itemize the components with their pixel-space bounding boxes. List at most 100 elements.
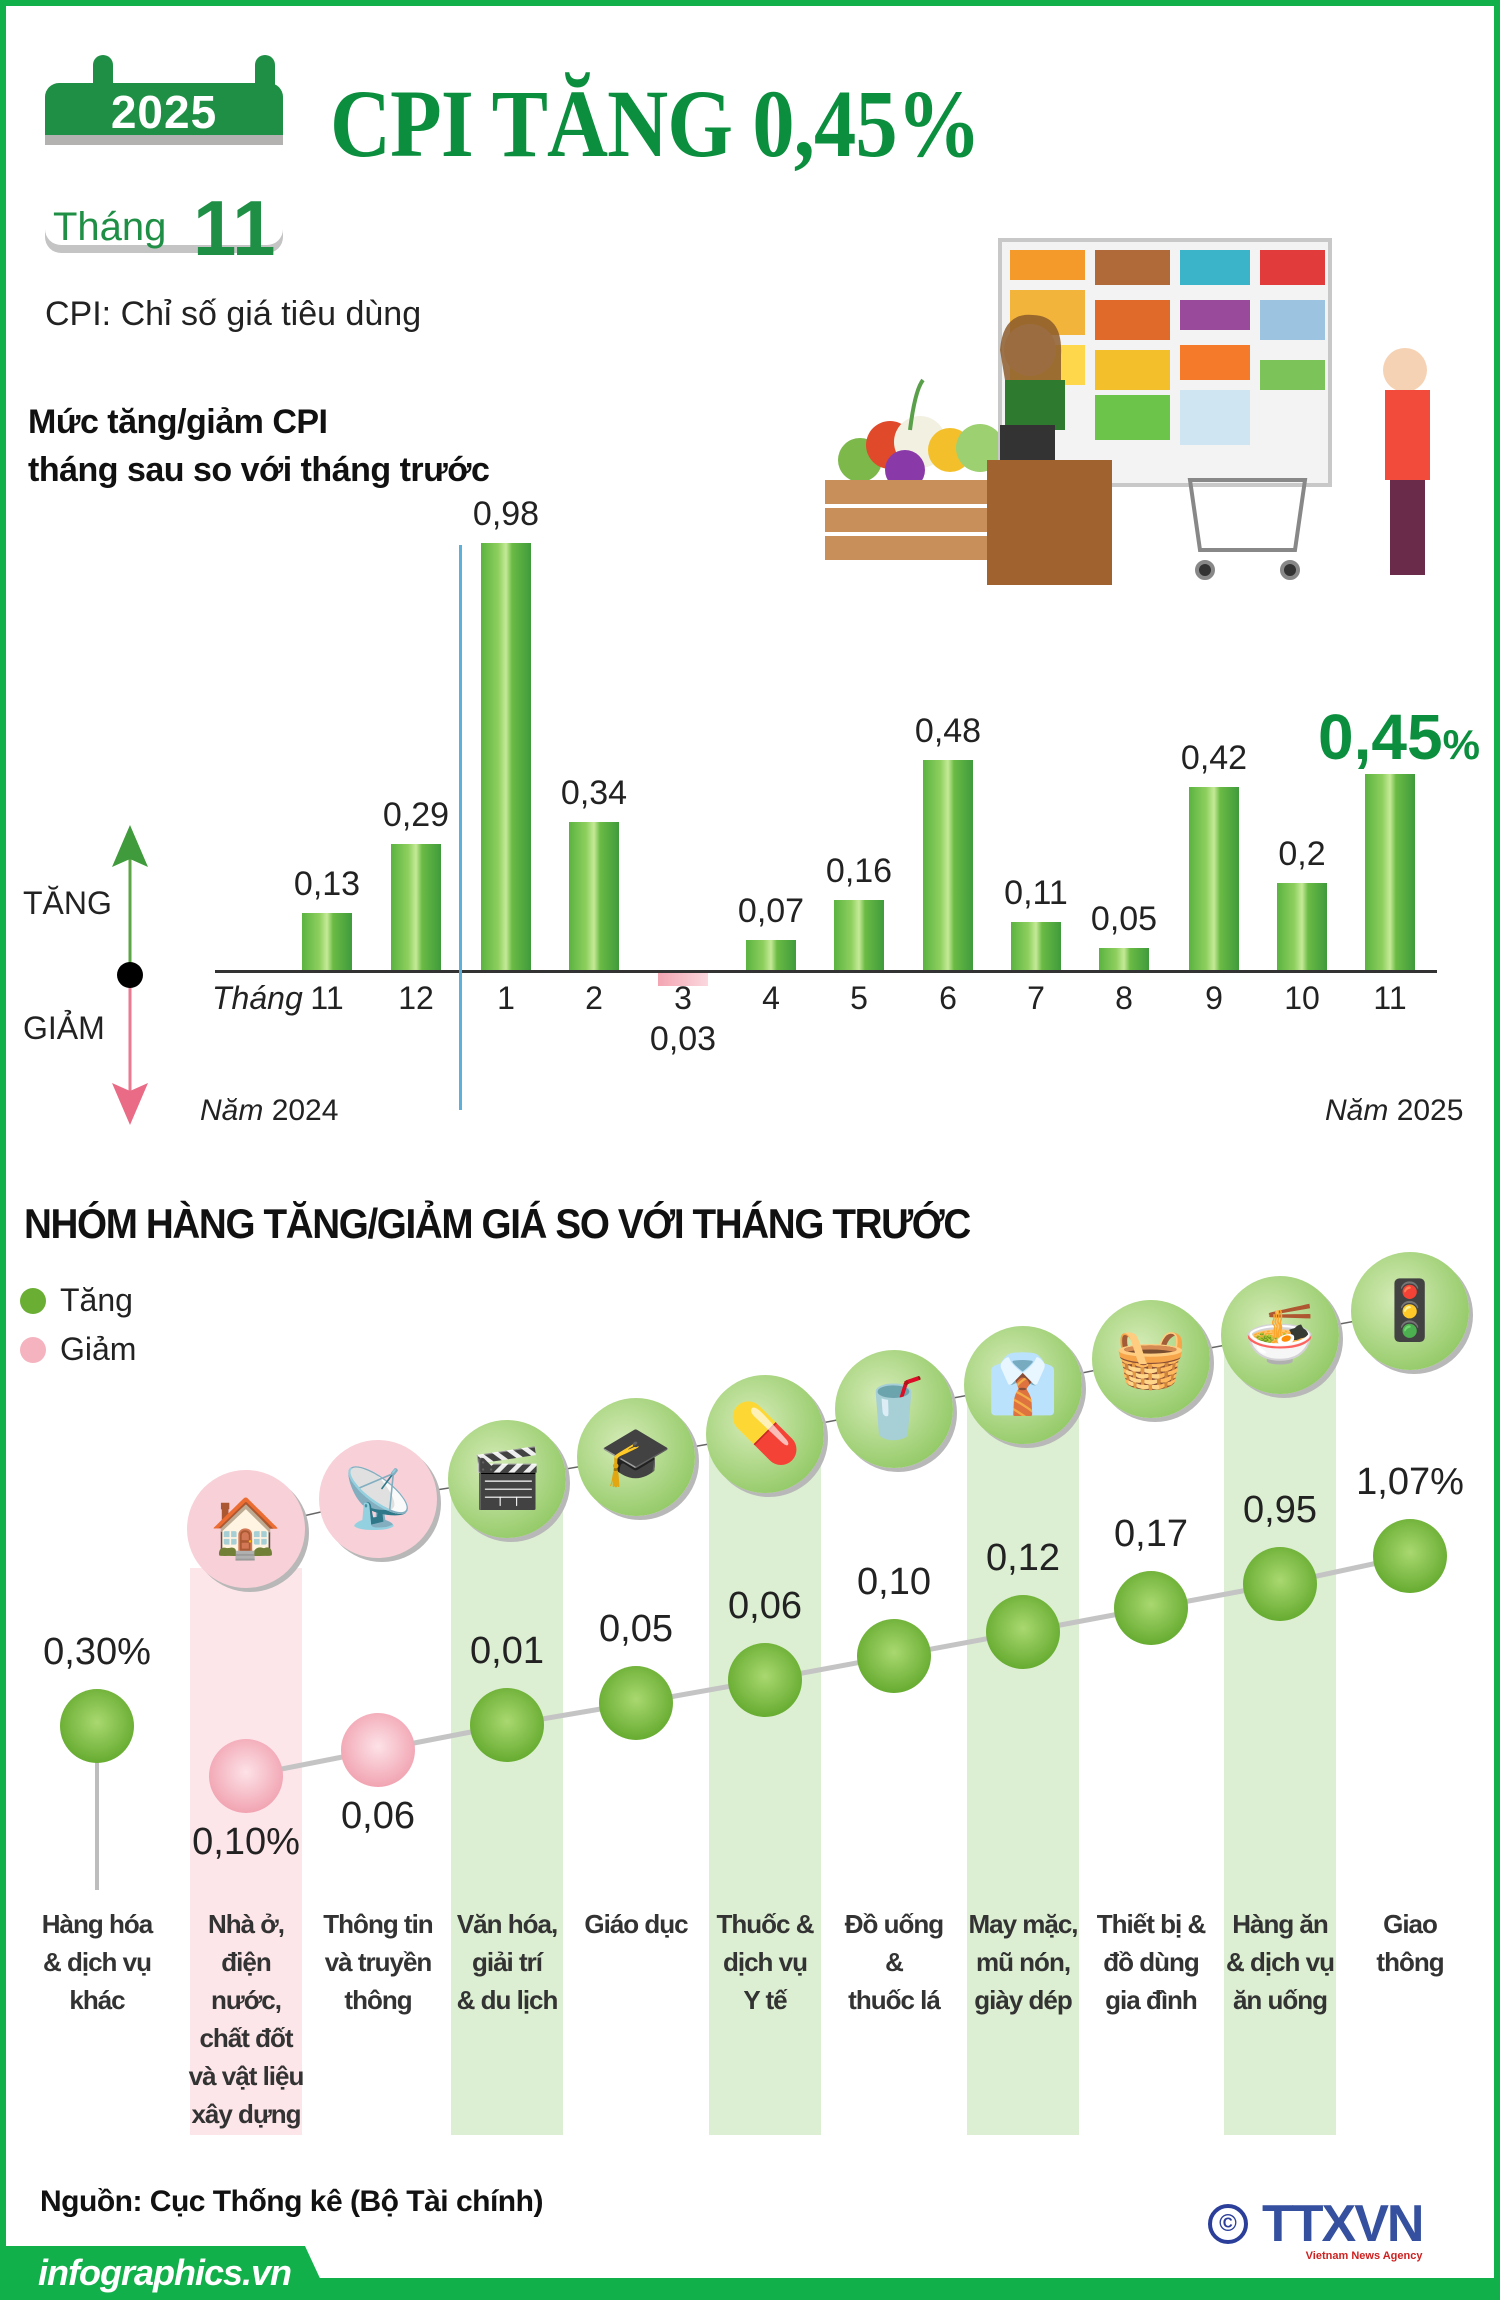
group-category-label: Thiết bị & đồ dùng gia đình — [1096, 1909, 1206, 2015]
bar-value-label: 0,42 — [1180, 739, 1248, 777]
x-tick-label: 7 — [1027, 980, 1045, 1016]
graduation-cap-icon: 🎓 — [577, 1398, 695, 1516]
highlight-value: 0,45% — [1318, 700, 1480, 774]
column-highlight — [451, 1480, 563, 2135]
year-label-2025: Năm 2025 — [1325, 1094, 1463, 1128]
value-dot — [470, 1688, 544, 1762]
bar-month-10 — [1277, 883, 1327, 970]
group-value-label: 0,01 — [470, 1630, 544, 1672]
bar-month-3 — [658, 973, 708, 986]
group-value-label: 0,05 — [599, 1608, 673, 1650]
bar-value-label: 0,11 — [1004, 874, 1068, 912]
calendar-body: Tháng 11 — [45, 145, 283, 272]
x-axis — [215, 970, 1437, 973]
bar-month-7 — [1011, 922, 1061, 970]
x-tick-label: 6 — [939, 980, 957, 1016]
shopping-cart-icon — [1187, 478, 1308, 580]
group-value-label: 0,10% — [192, 1821, 300, 1863]
column-highlight — [967, 1386, 1079, 2135]
bar-month-11 — [1365, 774, 1415, 970]
legend-label: Tăng — [60, 1282, 133, 1318]
calendar-month: 11 — [193, 184, 276, 272]
x-tick-label: 10 — [1284, 980, 1320, 1016]
column-highlight — [709, 1435, 821, 2135]
legend-decrease: Giảm — [20, 1331, 136, 1368]
bar-value-label: 0,16 — [825, 852, 893, 890]
calendar-badge: 2025 Tháng 11 — [45, 55, 283, 272]
year-divider — [459, 545, 462, 1110]
value-dot — [60, 1689, 134, 1763]
footer-bar — [0, 2278, 1500, 2300]
section-title: NHÓM HÀNG TĂNG/GIẢM GIÁ SO VỚI THÁNG TRƯ… — [24, 1200, 971, 1247]
group-category-label: Nhà ở, điện nước, chất đốt và vật liệu x… — [188, 1909, 305, 2129]
x-tick-label: 9 — [1205, 980, 1223, 1016]
group-category-label: May mặc, mũ nón, giày dép — [968, 1909, 1078, 2015]
x-tick-label: 8 — [1115, 980, 1133, 1016]
medicine-pills-icon: 💊 — [706, 1375, 824, 1493]
x-tick-label: 4 — [762, 980, 780, 1016]
group-value-label: 1,07% — [1356, 1461, 1464, 1503]
copyright-icon: © — [1208, 2204, 1248, 2244]
cinema-clapper-icon: 🎬 — [448, 1420, 566, 1538]
year-word: Năm — [1325, 1094, 1389, 1127]
bar-value-label: 0,03 — [649, 1020, 717, 1058]
year-label-2024: Năm 2024 — [200, 1094, 338, 1128]
bar-month-12 — [391, 844, 441, 970]
x-tick-label: 12 — [398, 980, 434, 1016]
legend-increase: Tăng — [20, 1282, 133, 1319]
pink-dot-icon — [20, 1336, 46, 1363]
chart-title-line: Mức tăng/giảm CPI — [28, 403, 328, 441]
x-axis-prefix: Tháng — [212, 980, 303, 1016]
calendar-year: 2025 — [110, 86, 218, 138]
page-title: CPI TĂNG 0,45% — [330, 70, 981, 177]
value-dot — [209, 1739, 283, 1813]
cashier-icon — [987, 314, 1112, 585]
value-dot — [599, 1666, 673, 1740]
value-dot — [1373, 1519, 1447, 1593]
group-category-label: Giao thông — [1376, 1909, 1444, 1977]
telecom-tower-icon: 📡 — [319, 1440, 437, 1558]
value-dot — [1114, 1571, 1188, 1645]
bar-value-label: 0,05 — [1090, 900, 1158, 938]
group-category-label: Hàng hóa & dịch vụ khác — [41, 1909, 153, 2015]
bar-month-11 — [302, 913, 352, 970]
calendar-header — [45, 83, 283, 135]
group-category-label: Giáo dục — [584, 1909, 688, 1939]
calendar-ring-icon — [255, 55, 275, 99]
logo-subtitle: Vietnam News Agency — [1305, 2250, 1423, 2262]
washing-machine-icon: 🧺 — [1092, 1300, 1210, 1418]
group-value-label: 0,17 — [1114, 1513, 1188, 1555]
bar-month-6 — [923, 760, 973, 970]
group-value-label: 0,06 — [728, 1585, 802, 1627]
decrease-label: GIẢM — [23, 1010, 105, 1046]
group-category-label: Hàng ăn & dịch vụ ăn uống — [1225, 1909, 1335, 2015]
footer-tab — [0, 2246, 330, 2300]
chart-title-line: tháng sau so với tháng trước — [28, 451, 490, 489]
group-category-label: Thông tin và truyền thông — [323, 1909, 433, 2015]
site-link[interactable]: infographics.vn — [38, 2252, 292, 2293]
x-tick-label: 1 — [497, 980, 515, 1016]
vegetable-crate-icon — [825, 378, 1004, 560]
x-tick-label: 11 — [1373, 980, 1407, 1016]
value-dot — [1243, 1547, 1317, 1621]
traffic-light-icon: 🚦 — [1351, 1252, 1469, 1370]
value-dot — [986, 1595, 1060, 1669]
logo-text: TTXVN — [1262, 2195, 1424, 2253]
x-tick-label: 11 — [310, 980, 344, 1016]
bar-value-label: 0,98 — [472, 495, 540, 533]
group-category-label: Thuốc & dịch vụ Y tế — [716, 1909, 815, 2015]
x-tick-label: 3 — [674, 980, 692, 1016]
highlight-number: 0,45 — [1318, 701, 1443, 773]
bar-month-1 — [481, 543, 531, 970]
group-value-label: 0,06 — [341, 1795, 415, 1837]
drinks-cigarettes-icon: 🥤 — [835, 1350, 953, 1468]
group-value-label: 0,30% — [43, 1631, 151, 1673]
supermarket-illustration-icon — [825, 238, 1430, 585]
bar-value-label: 0,48 — [914, 712, 982, 750]
bar-value-label: 0,13 — [293, 865, 361, 903]
chart-title: Mức tăng/giảm CPI tháng sau so với tháng… — [28, 398, 490, 494]
x-tick-label: 5 — [850, 980, 868, 1016]
subtitle: CPI: Chỉ số giá tiêu dùng — [45, 295, 422, 333]
up-down-arrow-icon — [112, 825, 148, 1125]
